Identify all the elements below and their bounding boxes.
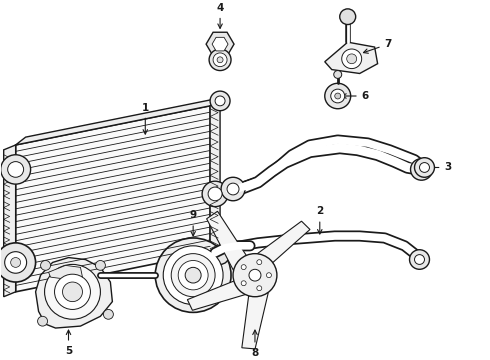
Circle shape bbox=[11, 257, 21, 267]
Circle shape bbox=[342, 49, 362, 69]
Circle shape bbox=[202, 181, 228, 207]
Text: 1: 1 bbox=[142, 103, 149, 134]
Circle shape bbox=[41, 261, 50, 270]
Circle shape bbox=[171, 254, 215, 297]
Polygon shape bbox=[242, 293, 268, 349]
Text: 4: 4 bbox=[217, 3, 224, 28]
Text: 5: 5 bbox=[65, 330, 72, 356]
Circle shape bbox=[217, 57, 223, 63]
Circle shape bbox=[221, 177, 245, 201]
Circle shape bbox=[38, 316, 48, 326]
Circle shape bbox=[233, 254, 277, 297]
Circle shape bbox=[5, 252, 26, 273]
Circle shape bbox=[325, 83, 351, 109]
Circle shape bbox=[331, 89, 345, 103]
Text: 8: 8 bbox=[251, 330, 259, 357]
Polygon shape bbox=[325, 42, 378, 73]
Circle shape bbox=[185, 267, 201, 283]
Circle shape bbox=[241, 265, 246, 270]
Circle shape bbox=[257, 260, 262, 265]
Polygon shape bbox=[4, 145, 16, 297]
Circle shape bbox=[410, 250, 429, 269]
Circle shape bbox=[208, 187, 222, 201]
Circle shape bbox=[257, 286, 262, 291]
Polygon shape bbox=[36, 257, 112, 328]
Circle shape bbox=[411, 159, 433, 180]
Circle shape bbox=[8, 162, 24, 177]
Circle shape bbox=[63, 282, 82, 302]
Circle shape bbox=[241, 281, 246, 286]
Circle shape bbox=[209, 49, 231, 71]
Circle shape bbox=[267, 273, 271, 278]
Text: 3: 3 bbox=[425, 162, 452, 172]
Circle shape bbox=[415, 158, 435, 177]
Circle shape bbox=[178, 261, 208, 290]
Circle shape bbox=[0, 243, 36, 282]
Circle shape bbox=[416, 163, 427, 175]
Circle shape bbox=[0, 155, 30, 184]
Circle shape bbox=[419, 163, 429, 172]
Polygon shape bbox=[206, 32, 234, 56]
Circle shape bbox=[163, 246, 223, 305]
Text: 9: 9 bbox=[190, 210, 196, 236]
Circle shape bbox=[103, 310, 113, 319]
Text: 6: 6 bbox=[342, 91, 369, 101]
Circle shape bbox=[227, 183, 239, 195]
Text: 7: 7 bbox=[364, 39, 392, 53]
Circle shape bbox=[249, 269, 261, 281]
Polygon shape bbox=[212, 37, 228, 51]
Circle shape bbox=[54, 274, 91, 310]
Circle shape bbox=[211, 247, 229, 264]
Circle shape bbox=[210, 91, 230, 111]
Circle shape bbox=[45, 264, 100, 319]
Polygon shape bbox=[210, 98, 220, 257]
Circle shape bbox=[347, 54, 357, 64]
Polygon shape bbox=[187, 281, 245, 310]
Polygon shape bbox=[257, 221, 310, 263]
Circle shape bbox=[415, 255, 424, 264]
Circle shape bbox=[213, 53, 227, 67]
Circle shape bbox=[340, 9, 356, 24]
Polygon shape bbox=[16, 106, 210, 292]
Circle shape bbox=[96, 261, 105, 270]
Polygon shape bbox=[207, 211, 246, 270]
Circle shape bbox=[335, 93, 341, 99]
Circle shape bbox=[155, 238, 231, 312]
Circle shape bbox=[215, 96, 225, 106]
Polygon shape bbox=[49, 265, 82, 279]
Polygon shape bbox=[16, 98, 220, 145]
Circle shape bbox=[334, 71, 342, 78]
Text: 2: 2 bbox=[316, 206, 323, 234]
